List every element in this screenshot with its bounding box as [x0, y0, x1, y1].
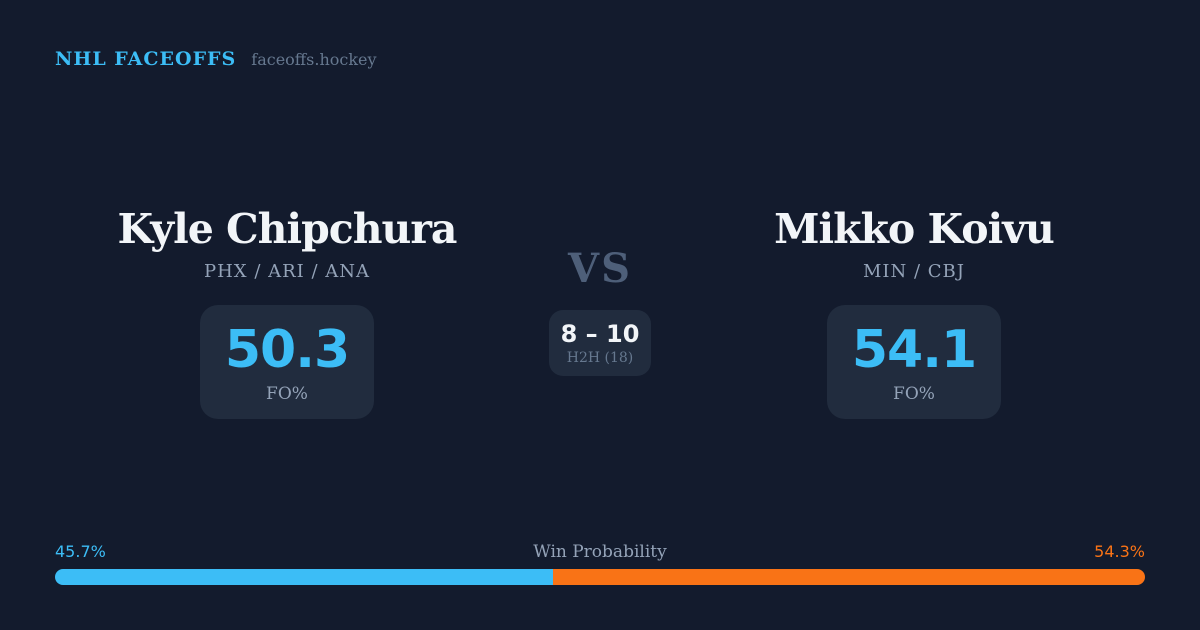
h2h-label: H2H (18)	[566, 350, 634, 366]
brand-domain-url: faceoffs.hockey	[251, 50, 377, 69]
player-right-teams: MIN / CBJ	[862, 261, 965, 282]
player-left-stat-box: 50.3 FO%	[200, 305, 374, 419]
versus-section: VS 8 – 10 H2H (18)	[500, 247, 700, 376]
player-left-teams: PHX / ARI / ANA	[203, 261, 371, 282]
player-right-stat-label: FO%	[893, 384, 935, 404]
win-prob-bar	[55, 569, 1145, 585]
player-right-fo-pct: 54.1	[851, 320, 977, 380]
win-prob-left-pct: 45.7%	[55, 542, 106, 561]
player-left-section: Kyle Chipchura PHX / ARI / ANA 50.3 FO%	[87, 205, 487, 419]
win-probability-section: 45.7% Win Probability 54.3%	[55, 542, 1145, 585]
win-prob-title: Win Probability	[533, 542, 667, 562]
win-prob-bar-left-segment	[55, 569, 554, 585]
win-prob-bar-right-segment	[553, 569, 1145, 585]
brand-title: NHL FACEOFFS	[55, 48, 237, 70]
player-right-section: Mikko Koivu MIN / CBJ 54.1 FO%	[714, 205, 1114, 419]
h2h-box: 8 – 10 H2H (18)	[549, 310, 651, 376]
player-right-stat-box: 54.1 FO%	[827, 305, 1001, 419]
win-probability-labels: 45.7% Win Probability 54.3%	[55, 542, 1145, 562]
player-left-stat-label: FO%	[266, 384, 308, 404]
win-prob-right-pct: 54.3%	[1094, 542, 1145, 561]
h2h-score: 8 – 10	[560, 320, 640, 348]
header-brand: NHL FACEOFFS faceoffs.hockey	[55, 48, 377, 70]
player-left-fo-pct: 50.3	[224, 320, 350, 380]
vs-label: VS	[568, 245, 632, 292]
player-right-name: Mikko Koivu	[774, 205, 1055, 253]
player-left-name: Kyle Chipchura	[117, 205, 458, 253]
